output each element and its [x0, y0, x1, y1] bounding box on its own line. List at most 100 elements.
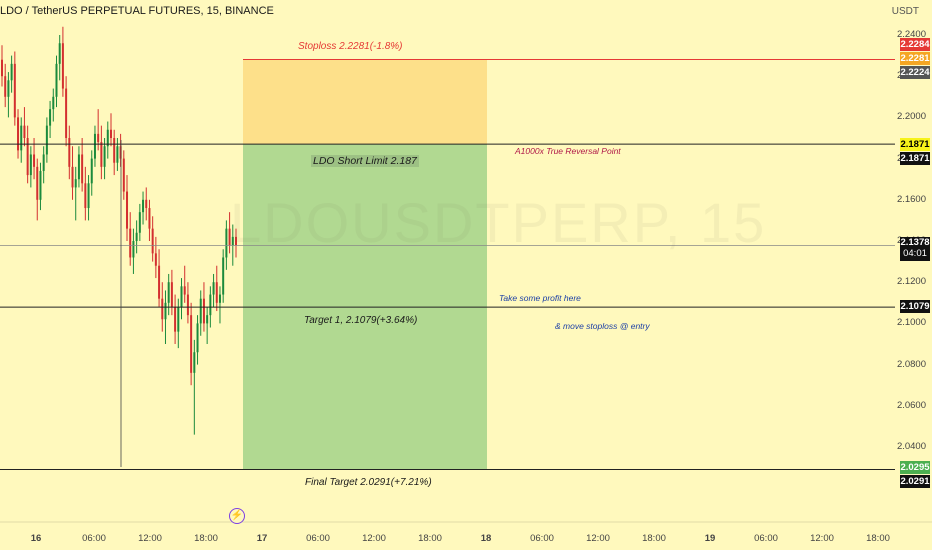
time-tick-label: 16 [30, 533, 42, 544]
stop-zone [243, 59, 487, 145]
target1-label: Target 1, 2.1079(+3.64%) [304, 315, 418, 326]
candlestick-series [1, 26, 237, 435]
candle-body [49, 109, 52, 126]
price-tag: 2.0295 [900, 461, 930, 474]
candle-body [58, 43, 61, 64]
candle-body [39, 170, 42, 200]
candle-body [177, 306, 180, 332]
candle-body [161, 298, 164, 320]
candle-body [235, 236, 237, 246]
chart-title: LDO / TetherUS PERPETUAL FUTURES, 15, BI… [0, 5, 274, 17]
price-tag: 2.2281 [900, 52, 930, 65]
price-tag: 2.1378 04:01 [900, 237, 930, 261]
candle-body [202, 298, 205, 324]
time-tick-label: 12:00 [362, 533, 386, 544]
price-tick-label: 2.2000 [896, 111, 926, 123]
candle-body [231, 236, 234, 246]
time-tick-label: 18 [480, 533, 492, 544]
candle-body [26, 138, 29, 176]
candle-body [180, 286, 183, 307]
time-tick-label: 18:00 [866, 533, 890, 544]
candle-body [154, 253, 157, 266]
candle-body [122, 158, 125, 192]
time-tick-label: 18:00 [194, 533, 218, 544]
candle-body [93, 133, 96, 159]
candle-body [132, 241, 135, 258]
reversal-label: A1000x True Reversal Point [515, 146, 621, 156]
short-limit-label: LDO Short Limit 2.187 [311, 155, 419, 167]
price-tag-value: 2.2281 [900, 53, 930, 64]
candle-body [113, 138, 116, 163]
candle-body [167, 282, 170, 303]
countdown-label: 04:01 [903, 248, 927, 259]
candle-body [33, 154, 36, 167]
replay-lightning-icon[interactable]: ⚡ [229, 508, 245, 524]
time-tick-label: 06:00 [530, 533, 554, 544]
candle-body [148, 208, 151, 229]
price-unit-label: USDT [891, 6, 919, 17]
time-tick-label: 12:00 [586, 533, 610, 544]
time-tick-label: 17 [256, 533, 268, 544]
price-tag-value: 2.0295 [900, 462, 930, 473]
position-zones [243, 59, 487, 470]
candle-body [68, 138, 71, 167]
candle-body [170, 282, 173, 307]
candle-body [190, 315, 193, 373]
candle-body [52, 96, 55, 110]
candle-body [4, 76, 7, 97]
price-tag: 2.2284 [900, 38, 930, 51]
candle-body [158, 265, 161, 299]
price-tag: 2.1871 [900, 138, 930, 151]
candle-body [142, 199, 145, 213]
candle-body [84, 183, 87, 209]
candle-body [20, 125, 23, 151]
candle-body [109, 129, 112, 138]
candle-body [196, 323, 199, 353]
stoploss-label: Stoploss 2.2281(-1.8%) [298, 41, 403, 52]
candle-body [135, 232, 138, 241]
price-tag-value: 2.1079 [900, 301, 930, 312]
time-tick-label: 06:00 [754, 533, 778, 544]
price-tick-label: 2.1000 [896, 317, 926, 329]
candle-body [228, 228, 231, 246]
candle-body [71, 166, 74, 188]
candle-body [81, 154, 84, 184]
time-tick-label: 19 [704, 533, 716, 544]
candle-body [151, 228, 154, 254]
final-target-label: Final Target 2.0291(+7.21%) [305, 477, 432, 488]
price-tag: 2.1871 [900, 152, 930, 165]
candle-body [174, 306, 177, 332]
price-tick-label: 2.0600 [896, 399, 926, 411]
price-tag-value: 2.1871 [900, 139, 930, 150]
candle-body [23, 125, 26, 138]
candle-body [74, 179, 77, 188]
candle-body [45, 125, 48, 155]
price-tag: 2.0291 [900, 475, 930, 488]
price-tag-value: 2.2224 [900, 67, 930, 78]
price-tick-label: 2.1200 [896, 276, 926, 288]
time-tick-label: 12:00 [138, 533, 162, 544]
symbol-watermark: LDOUSDTPERP, 15 [230, 191, 767, 254]
candle-body [186, 294, 189, 316]
candle-body [55, 63, 58, 97]
candle-body [212, 282, 215, 295]
candle-body [90, 158, 93, 184]
candle-body [65, 88, 68, 138]
candle-body [145, 199, 148, 209]
candle-body [129, 228, 132, 258]
move-stoploss-label: & move stoploss @ entry [555, 321, 650, 331]
candle-body [97, 133, 100, 143]
price-tag-value: 2.1378 [900, 237, 930, 248]
candle-body [17, 117, 20, 151]
time-tick-label: 06:00 [82, 533, 106, 544]
price-tick-label: 2.1600 [896, 193, 926, 205]
candle-body [36, 166, 39, 200]
time-tick-label: 18:00 [418, 533, 442, 544]
price-tag: 2.2224 [900, 66, 930, 79]
candle-body [7, 80, 10, 97]
candle-body [61, 43, 64, 89]
candle-body [218, 294, 221, 303]
candle-body [164, 302, 167, 320]
candle-body [183, 286, 186, 295]
